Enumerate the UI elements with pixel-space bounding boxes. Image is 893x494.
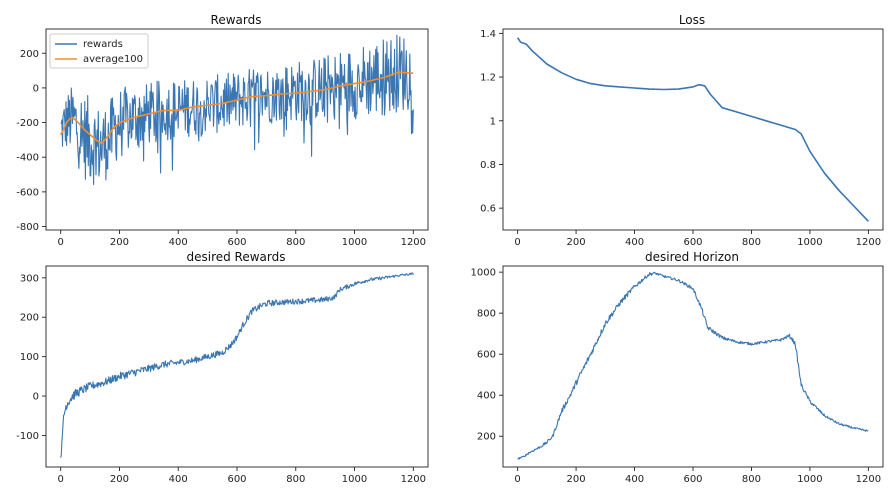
desired-rewards-x-tick-label: 400	[169, 474, 188, 485]
desired-rewards-panel: desired Rewards 0 200 400 600 800 1000 1200-10…	[16, 250, 429, 485]
rewards-x-tick-label: 1000	[342, 237, 367, 248]
desired-rewards-x-tick-label: 1000	[342, 474, 367, 485]
rewards-x-tick-label: 1200	[401, 237, 426, 248]
desired-rewards-plot-marks: 0 200 400 600 800 1000 1200 -100 0 100 200 300	[16, 272, 426, 485]
loss-title: Loss	[679, 13, 705, 27]
rewards-y-tick-label: -200	[16, 118, 39, 129]
desired-rewards-axes-frame	[45, 265, 429, 468]
desired-horizon-x-tick-label: 600	[683, 474, 702, 485]
loss-plot-marks: 0 200 400 600 800 1000 1200 0.6 0.8 1 1.2 1.4	[480, 29, 881, 248]
rewards-x-tick-label: 800	[286, 237, 305, 248]
loss-x-tick-label: 400	[625, 237, 644, 248]
desired-rewards-y-tick-label: 100	[20, 352, 39, 363]
loss-x-tick-label: 1200	[856, 237, 881, 248]
rewards-plot-marks: 0 200 400 600 800 1000 1200 -800 -600 -400 -200 0 20…	[16, 34, 426, 248]
desired-horizon-y-tick-label: 1000	[471, 268, 496, 279]
desired-horizon-y-tick-label: 800	[477, 309, 496, 320]
desired-horizon-x-tick-label: 0	[514, 474, 520, 485]
desired-horizon-panel: desired Horizon 0 200 400 600 800 1000 1200 200…	[471, 250, 884, 485]
desired-horizon-series-line-0	[517, 271, 869, 460]
loss-series-line-0	[516, 37, 869, 222]
loss-y-tick-label: 1.4	[480, 29, 496, 40]
loss-x-tick-label: 600	[683, 237, 702, 248]
rewards-y-tick-label: 0	[33, 83, 39, 94]
desired-rewards-y-tick-label: -100	[16, 431, 39, 442]
desired-rewards-y-tick-label: 0	[33, 392, 39, 403]
desired-horizon-axes-frame	[502, 265, 884, 468]
desired-horizon-title: desired Horizon	[645, 250, 739, 264]
rewards-x-tick-label: 600	[227, 237, 246, 248]
legend-label-average100: average100	[83, 54, 143, 65]
desired-horizon-x-tick-label: 1200	[856, 474, 881, 485]
desired-rewards-x-tick-label: 0	[58, 474, 64, 485]
rewards-y-tick-label: -800	[16, 222, 39, 233]
desired-horizon-y-tick-label: 200	[477, 432, 496, 443]
desired-rewards-y-tick-label: 300	[20, 273, 39, 284]
rewards-axes-frame	[45, 28, 429, 231]
desired-horizon-x-tick-label: 800	[742, 474, 761, 485]
desired-rewards-x-tick-label: 800	[286, 474, 305, 485]
rewards-series-line-average100	[60, 71, 414, 145]
loss-x-tick-label: 200	[567, 237, 586, 248]
legend-label-rewards: rewards	[83, 39, 123, 50]
desired-rewards-x-tick-label: 600	[227, 474, 246, 485]
loss-y-tick-label: 1.2	[480, 73, 496, 84]
desired-horizon-x-tick-label: 400	[625, 474, 644, 485]
loss-y-tick-label: 0.8	[480, 160, 496, 171]
rewards-y-tick-label: 200	[20, 49, 39, 60]
loss-y-tick-label: 0.6	[480, 204, 496, 215]
loss-x-tick-label: 800	[742, 237, 761, 248]
rewards-x-tick-label: 400	[169, 237, 188, 248]
rewards-y-tick-label: -600	[16, 187, 39, 198]
desired-rewards-title: desired Rewards	[186, 250, 285, 264]
rewards-legend: rewards average100	[49, 33, 149, 69]
desired-rewards-series-line-0	[60, 272, 414, 458]
loss-axes-frame	[502, 28, 884, 231]
desired-horizon-plot-marks: 0 200 400 600 800 1000 1200 200 400 600 800 1000	[471, 268, 882, 485]
rewards-title: Rewards	[211, 13, 262, 27]
loss-panel: Loss 0 200 400 600 800 1000 1200 0.6 0.8 1 1.2 1.4	[480, 13, 884, 248]
loss-y-tick-label: 1	[490, 116, 496, 127]
rewards-y-tick-label: -400	[16, 153, 39, 164]
loss-x-tick-label: 1000	[797, 237, 822, 248]
desired-rewards-x-tick-label: 1200	[401, 474, 426, 485]
desired-horizon-y-tick-label: 600	[477, 350, 496, 361]
desired-horizon-x-tick-label: 200	[567, 474, 586, 485]
rewards-x-tick-label: 200	[110, 237, 129, 248]
desired-horizon-y-tick-label: 400	[477, 391, 496, 402]
desired-rewards-y-tick-label: 200	[20, 313, 39, 324]
desired-rewards-x-tick-label: 200	[110, 474, 129, 485]
rewards-x-tick-label: 0	[58, 237, 64, 248]
rewards-panel: Rewards 0 200 400 600 800 1000 1200 -800 -600 -40…	[16, 13, 429, 248]
desired-horizon-x-tick-label: 1000	[797, 474, 822, 485]
loss-x-tick-label: 0	[514, 237, 520, 248]
